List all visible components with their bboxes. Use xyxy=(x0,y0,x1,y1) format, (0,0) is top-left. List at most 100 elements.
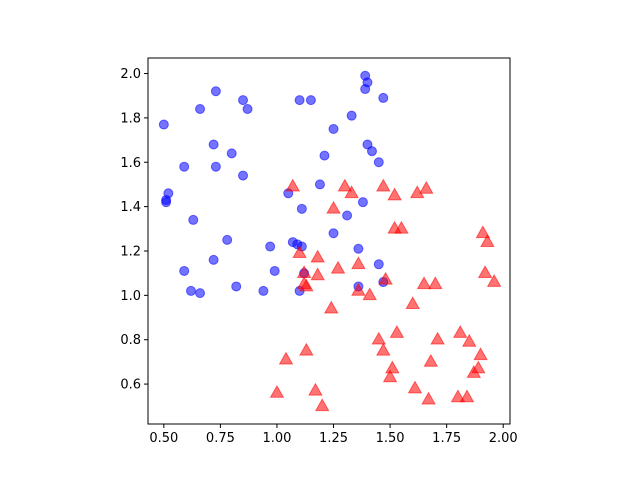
y-tick-label: 1.2 xyxy=(120,244,141,259)
circle-point xyxy=(265,241,276,252)
circle-point xyxy=(179,161,190,172)
circle-point xyxy=(208,139,219,150)
triangle-point xyxy=(471,360,486,374)
triangle-point xyxy=(376,178,391,192)
triangle-point xyxy=(285,178,301,192)
triangle-point xyxy=(486,274,502,287)
triangle-point xyxy=(461,333,477,347)
triangle-point xyxy=(310,249,325,263)
circle-point xyxy=(373,157,384,168)
y-tick-label: 1.0 xyxy=(120,289,141,304)
y-tick-label: 1.6 xyxy=(120,156,141,171)
triangle-point xyxy=(477,265,493,279)
triangle-point xyxy=(382,369,398,383)
y-tick-label: 1.4 xyxy=(120,200,141,215)
x-axis: 0.50 0.75 1.00 1.25 1.50 1.75 2.00 xyxy=(149,424,518,446)
circle-point xyxy=(319,150,330,161)
circle-point xyxy=(238,170,249,181)
circle-point xyxy=(161,194,172,205)
circle-point xyxy=(179,265,190,276)
triangle-point xyxy=(428,276,443,290)
triangle-point xyxy=(278,351,294,365)
circle-point xyxy=(357,197,368,208)
x-tick-label: 2.00 xyxy=(489,431,518,446)
circle-point xyxy=(231,281,242,292)
plot-frame xyxy=(147,57,511,425)
circle-point xyxy=(226,148,237,159)
triangle-point xyxy=(310,267,325,281)
triangle-point xyxy=(407,380,423,394)
triangle-point xyxy=(326,200,341,214)
triangle-point xyxy=(299,342,314,356)
triangle-point xyxy=(292,245,307,259)
triangle-point xyxy=(362,287,378,301)
triangle-point xyxy=(459,389,475,403)
circle-point xyxy=(346,110,357,121)
triangle-point xyxy=(351,282,366,296)
triangle-point xyxy=(475,225,491,239)
y-tick-label: 1.8 xyxy=(120,111,141,126)
circle-point xyxy=(328,228,339,239)
triangle-point xyxy=(378,271,393,285)
triangle-point xyxy=(480,234,495,247)
triangle-point xyxy=(418,180,434,194)
triangle-point xyxy=(423,353,439,367)
triangle-point xyxy=(452,325,468,338)
triangle-point xyxy=(430,331,445,345)
circle-point xyxy=(373,259,384,270)
triangle-point xyxy=(405,296,421,310)
triangle-point xyxy=(344,185,359,199)
y-tick-label: 0.8 xyxy=(120,333,141,348)
triangle-point xyxy=(323,300,339,314)
triangle-point xyxy=(394,220,409,234)
triangle-point xyxy=(371,331,387,345)
circle-point xyxy=(210,86,221,97)
y-tick-label: 0.6 xyxy=(120,378,141,393)
triangle-point xyxy=(299,278,314,292)
circle-point xyxy=(305,95,316,106)
circle-point xyxy=(366,146,377,157)
circle-point xyxy=(210,161,221,172)
triangle-point xyxy=(421,391,436,405)
circle-point xyxy=(195,288,206,299)
triangle-point xyxy=(330,260,346,274)
circle-point xyxy=(296,203,307,214)
circle-point xyxy=(378,92,389,103)
y-tick-label: 2.0 xyxy=(120,67,141,82)
triangle-point xyxy=(308,382,323,396)
x-tick-label: 0.75 xyxy=(206,431,235,446)
circle-point xyxy=(314,179,325,190)
triangle-point xyxy=(337,178,353,192)
circle-point xyxy=(353,243,364,254)
circle-point xyxy=(222,234,233,245)
circle-point xyxy=(269,265,280,276)
triangle-point xyxy=(385,360,400,374)
circle-point xyxy=(158,119,169,130)
x-tick-label: 1.50 xyxy=(376,431,405,446)
circle-point xyxy=(342,210,353,221)
circle-point xyxy=(242,104,253,115)
triangle-point xyxy=(387,187,402,201)
triangle-point xyxy=(450,389,466,403)
triangle-point xyxy=(416,276,432,290)
triangle-point xyxy=(314,398,330,412)
y-axis: 0.6 0.8 1.0 1.2 1.4 1.6 1.8 2.0 xyxy=(120,67,148,393)
circle-point xyxy=(328,123,339,134)
triangle-point xyxy=(351,256,366,270)
circle-point xyxy=(195,104,206,115)
triangle-point xyxy=(269,384,285,398)
triangle-point xyxy=(389,325,405,338)
plot-markers xyxy=(158,70,502,412)
circle-point xyxy=(185,285,196,296)
x-tick-label: 1.00 xyxy=(262,431,291,446)
circle-point xyxy=(188,214,199,225)
circle-point xyxy=(208,254,219,265)
x-tick-label: 1.75 xyxy=(432,431,461,446)
circle-point xyxy=(238,95,249,106)
circle-point xyxy=(294,95,305,106)
triangle-point xyxy=(376,342,391,356)
circle-point xyxy=(258,285,269,296)
x-tick-label: 1.25 xyxy=(319,431,348,446)
triangle-point xyxy=(473,347,488,361)
